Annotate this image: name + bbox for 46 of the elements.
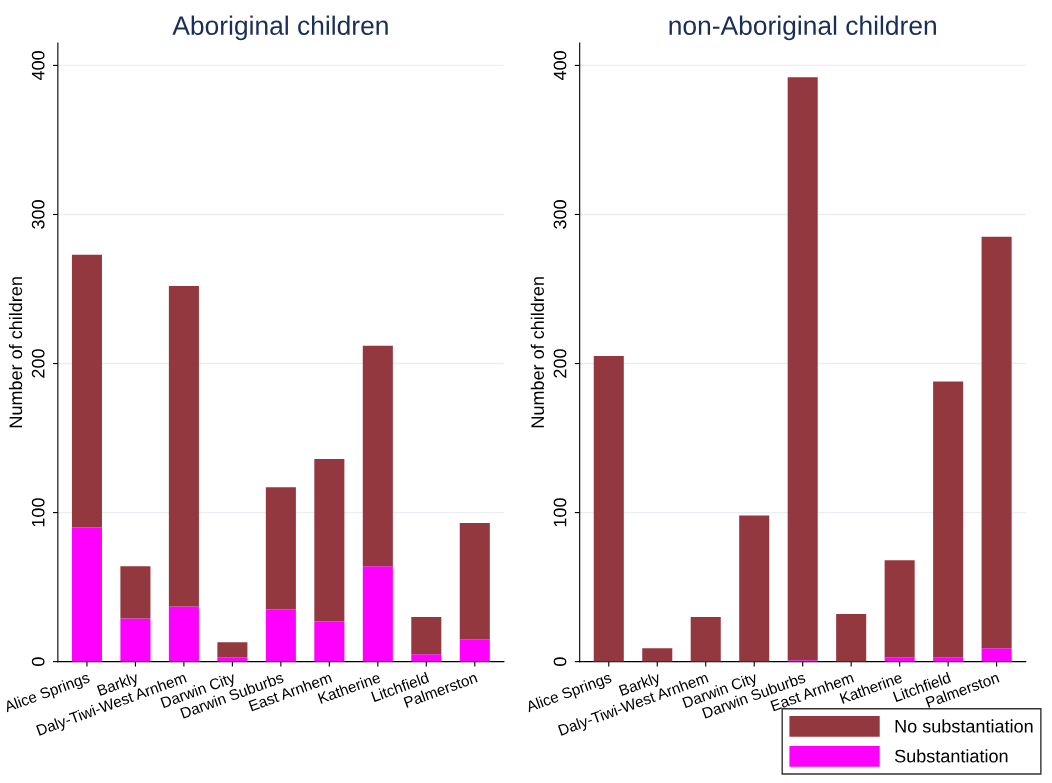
- legend-label: Substantiation: [894, 749, 1008, 763]
- bar: [71, 527, 102, 662]
- bar: [168, 286, 199, 607]
- y-tick-label: 300: [31, 200, 45, 229]
- bar: [739, 515, 770, 662]
- y-axis-title: Number of children: [530, 277, 545, 428]
- bar: [981, 236, 1012, 649]
- bar: [362, 566, 393, 662]
- y-tick-label: 100: [31, 498, 45, 527]
- y-tick-label: 0: [553, 657, 567, 666]
- bar: [787, 77, 818, 661]
- legend-label: No substantiation: [895, 719, 1033, 733]
- y-tick-label: 300: [553, 200, 567, 229]
- bar: [459, 523, 490, 640]
- y-tick-label: 0: [31, 657, 45, 666]
- chart-title: Aboriginal children: [172, 15, 388, 41]
- bar: [933, 381, 964, 658]
- bar: [884, 657, 915, 662]
- bar: [314, 458, 345, 622]
- bar: [362, 345, 393, 567]
- bar: [690, 616, 721, 662]
- bar: [217, 657, 248, 662]
- bar: [642, 648, 673, 662]
- bar: [593, 356, 624, 662]
- bar: [314, 621, 345, 662]
- chart-title: non-Aboriginal children: [669, 15, 936, 41]
- bar: [884, 560, 915, 658]
- y-tick-label: 400: [553, 51, 567, 81]
- y-tick-label: 200: [31, 349, 45, 378]
- bar: [265, 609, 296, 662]
- bar: [411, 654, 442, 662]
- bar: [459, 639, 490, 662]
- bar: [168, 606, 199, 662]
- y-tick-label: 100: [553, 498, 567, 527]
- bar: [120, 566, 151, 619]
- bar: [411, 616, 442, 655]
- bar: [981, 648, 1012, 662]
- bar: [933, 657, 964, 662]
- y-tick-label: 400: [31, 51, 45, 81]
- bar: [217, 642, 248, 658]
- bar: [120, 618, 151, 662]
- bar: [265, 487, 296, 610]
- y-axis-title: Number of children: [8, 277, 23, 428]
- bar: [71, 254, 102, 528]
- y-tick-label: 200: [553, 349, 567, 378]
- bar: [836, 613, 867, 662]
